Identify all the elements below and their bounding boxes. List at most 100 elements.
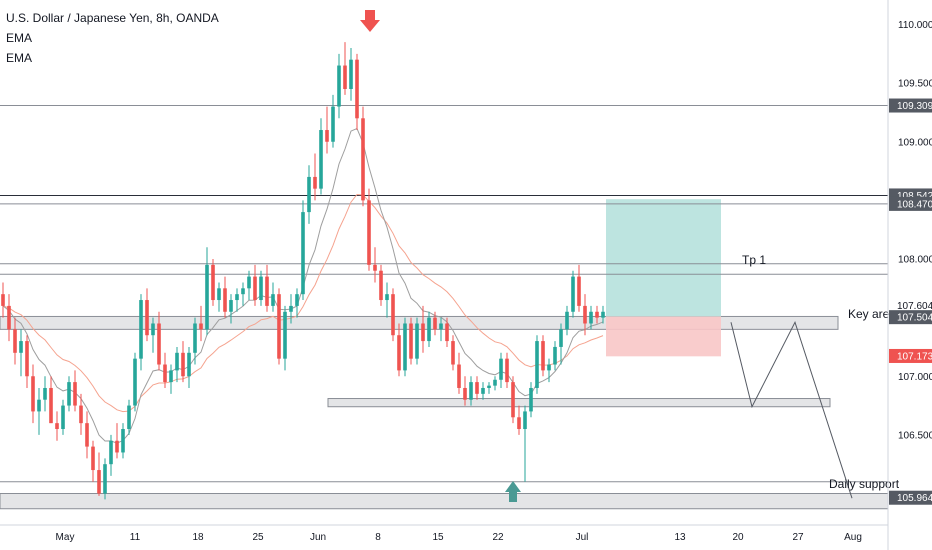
stop-zone[interactable] (606, 316, 721, 357)
candle-body (19, 341, 23, 353)
arrow-up-icon (505, 481, 521, 502)
annotations: Tp 1 Key area Daily support (742, 253, 900, 491)
candle-body (91, 446, 95, 471)
candle-body (289, 305, 293, 312)
zones (0, 315, 889, 510)
price-tag-label: 108.542 (897, 191, 932, 202)
ema-slow-line (2, 193, 604, 413)
candle-body (535, 341, 539, 388)
price-tag-bg (889, 490, 932, 505)
price-tag-label: 107.604 (897, 301, 932, 312)
candle-body (253, 276, 257, 301)
candle-body (577, 276, 581, 306)
candle-body (373, 264, 377, 271)
candle-body (367, 200, 371, 265)
candle-body (505, 358, 509, 383)
candle-body (319, 130, 323, 189)
price-tick-label: 109.000 (898, 137, 932, 148)
candle-body (163, 364, 167, 383)
candle-body (133, 358, 137, 406)
candle-body (409, 323, 413, 359)
candle-body (601, 311, 605, 318)
time-tick-label: 11 (130, 532, 141, 543)
candle-body (181, 352, 185, 377)
arrows (360, 10, 521, 502)
time-tick-label: May (56, 532, 75, 543)
daily-support-label: Daily support (829, 477, 900, 491)
candle-body (283, 311, 287, 359)
candle-body (493, 379, 497, 386)
candle-body (487, 385, 491, 388)
candle-body (331, 106, 335, 142)
candle-body (475, 382, 479, 394)
candle-body (145, 300, 149, 336)
candle-body (301, 212, 305, 295)
time-tick-label: Jul (576, 532, 589, 543)
candle-body (439, 323, 443, 330)
candle-body (355, 59, 359, 119)
candle-body (361, 118, 365, 201)
candle-body (115, 440, 119, 453)
candle-body (391, 294, 395, 336)
candle-body (139, 300, 143, 359)
target-zone[interactable] (606, 199, 721, 317)
candle-body (295, 294, 299, 306)
candle-body (445, 323, 449, 342)
candle-body (175, 352, 179, 371)
candle-body (265, 276, 269, 306)
tp-label: Tp 1 (742, 253, 766, 267)
time-axis-ticks: May 11 18 25 Jun 8 15 22 Jul 13 20 27 Aug (56, 532, 862, 543)
horizontal-lines[interactable] (0, 105, 888, 494)
time-tick-label: Jun (310, 532, 326, 543)
candle-body (337, 65, 341, 107)
candle-body (403, 323, 407, 371)
candle-body (61, 405, 65, 430)
price-tick-label: 107.000 (898, 372, 932, 383)
time-tick-label: 22 (492, 532, 504, 543)
candle-body (433, 317, 437, 330)
candle-body (73, 382, 77, 406)
price-tag-label: 107.504 (897, 313, 932, 324)
candle-body (583, 305, 587, 324)
candle-body (205, 264, 209, 330)
candle-body (499, 358, 503, 380)
candle-body (307, 176, 311, 213)
long-position-tool[interactable] (606, 199, 721, 357)
candle-body (421, 323, 425, 342)
chart-legend: U.S. Dollar / Japanese Yen, 8h, OANDA EM… (6, 8, 219, 68)
candle-body (127, 405, 131, 430)
time-tick-label: 18 (192, 532, 204, 543)
candle-body (259, 276, 263, 301)
candle-body (589, 311, 593, 324)
ema-indicator-label-2[interactable]: EMA (6, 51, 33, 65)
price-tag-label: 109.309 (897, 101, 932, 112)
candle-body (547, 364, 551, 371)
price-tag-label: 107.173 (897, 351, 932, 362)
price-axis-ticks: 110.000 109.500 109.000 108.000 107.000 106.5… (898, 20, 932, 441)
candle-body (385, 294, 389, 301)
ema-indicator-label[interactable]: EMA (6, 31, 33, 45)
price-tick-label: 109.500 (898, 79, 932, 90)
candle-body (67, 382, 71, 406)
time-tick-label: 27 (792, 532, 804, 543)
candle-body (559, 329, 563, 347)
zone-rect[interactable] (327, 398, 831, 408)
candle-body (241, 288, 245, 295)
projection-path[interactable] (730, 320, 853, 499)
zone-rect[interactable] (0, 493, 889, 510)
price-tag-bg (889, 348, 932, 363)
candle-body (109, 440, 113, 465)
candle-body (415, 323, 419, 359)
candle-body (247, 276, 251, 289)
candle-body (427, 317, 431, 342)
time-tick-label: 15 (432, 532, 444, 543)
candle-body (217, 288, 221, 301)
candle-body (349, 59, 353, 89)
candle-body (121, 429, 125, 453)
price-tag-bg (889, 196, 932, 211)
time-tick-label: Aug (844, 532, 862, 543)
candle-body (343, 65, 347, 89)
